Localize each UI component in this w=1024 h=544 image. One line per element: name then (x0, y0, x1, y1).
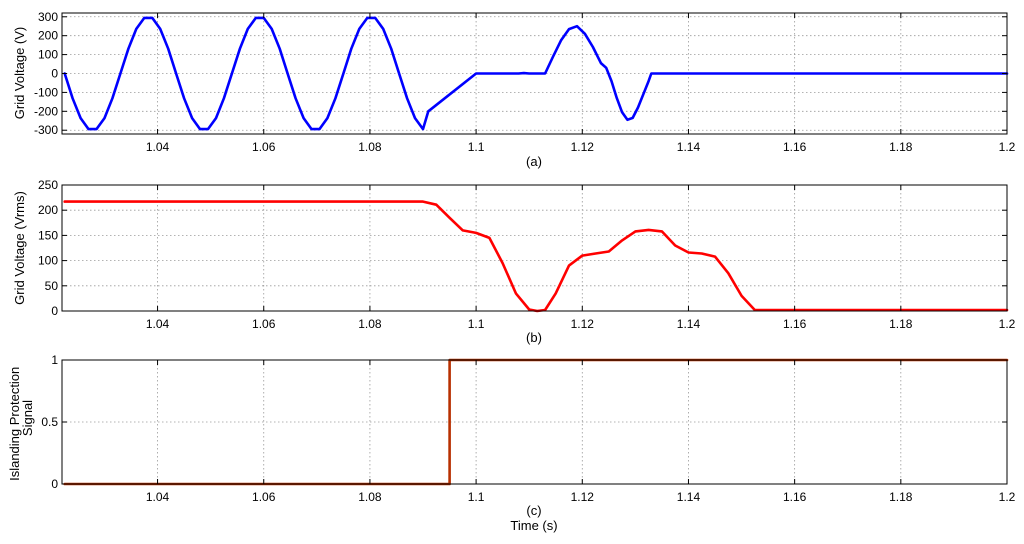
y-tick-label: 100 (38, 48, 58, 62)
y-axis-label-line-1: Islanding Protection (7, 367, 22, 481)
y-tick-label: 0 (51, 477, 58, 491)
x-tick-label: 1.18 (889, 140, 913, 154)
plot-frame (61, 184, 1008, 312)
x-tick-label: 1.04 (146, 317, 170, 331)
tick-layer: 1.04 1.06 1.08 1.1 1.12 1.14 1.16 1.18 1.2 0 50 100… (38, 178, 1016, 331)
x-tick-label: 1.04 (146, 140, 170, 154)
y-tick-label: 0 (51, 67, 58, 81)
panel-caption: (b) (526, 330, 542, 345)
tick-layer: 1.04 1.06 1.08 1.1 1.12 1.14 1.16 1.18 1.2 0 0.5 1 (41, 353, 1015, 504)
x-tick-label: 1.18 (889, 317, 913, 331)
x-tick-label: 1.1 (468, 140, 485, 154)
panel-caption: (a) (526, 154, 542, 169)
x-tick-label: 1.06 (252, 490, 276, 504)
y-tick-label: -100 (34, 85, 58, 99)
y-axis-label-line-2: Signal (20, 400, 35, 436)
x-tick-label: 1.06 (252, 140, 276, 154)
x-tick-label: 1.04 (146, 490, 170, 504)
x-tick-label: 1.14 (677, 490, 701, 504)
x-tick-label: 1.08 (358, 140, 382, 154)
y-tick-label: 50 (45, 279, 59, 293)
x-tick-label: 1.1 (468, 317, 485, 331)
series-line (63, 200, 1009, 313)
x-tick-label: 1.18 (889, 490, 913, 504)
y-tick-label: 100 (38, 254, 58, 268)
x-tick-label: 1.12 (571, 140, 595, 154)
panel-islanding-protection-signal: 1.04 1.06 1.08 1.1 1.12 1.14 1.16 1.18 1.200.51 … (7, 353, 1016, 533)
x-tick-label: 1.12 (571, 317, 595, 331)
x-tick-label: 1.2 (999, 490, 1016, 504)
x-tick-label: 1.16 (783, 140, 807, 154)
x-tick-label: 1.16 (783, 317, 807, 331)
x-tick-label: 1.1 (468, 490, 485, 504)
x-tick-label: 1.08 (358, 317, 382, 331)
y-tick-label: 300 (38, 10, 58, 24)
panel-grid-voltage-waveform: 1.04 1.06 1.08 1.1 1.12 1.14 1.16 1.18 1.2 -300 -2… (12, 10, 1016, 169)
series-layer (63, 16, 1009, 131)
y-tick-label: 0.5 (41, 415, 58, 429)
y-axis-label: Grid Voltage (Vrms) (12, 191, 27, 305)
grid-lines (62, 185, 1007, 311)
grid-lines (62, 360, 1007, 484)
x-tick-label: 1.14 (677, 140, 701, 154)
y-tick-label: -300 (34, 123, 58, 137)
x-tick-label: 1.12 (571, 490, 595, 504)
x-tick-label: 1.2 (999, 140, 1016, 154)
y-axis-label: Grid Voltage (V) (12, 27, 27, 120)
x-tick-label: 1.2 (999, 317, 1016, 331)
x-tick-label: 1.16 (783, 490, 807, 504)
x-axis-label: Time (s) (510, 518, 557, 533)
tick-layer: 1.04 1.06 1.08 1.1 1.12 1.14 1.16 1.18 1.2 -300 -2… (34, 10, 1016, 154)
series-line (63, 16, 1009, 131)
y-tick-label: 200 (38, 29, 58, 43)
x-tick-label: 1.08 (358, 490, 382, 504)
series-layer (63, 200, 1009, 313)
x-tick-label: 1.06 (252, 317, 276, 331)
y-tick-label: 200 (38, 203, 58, 217)
panel-grid-voltage-rms: 1.04 1.06 1.08 1.1 1.12 1.14 1.16 1.18 1.2 0 50 100… (12, 178, 1016, 345)
y-tick-label: 0 (51, 304, 58, 318)
panel-caption: (c) (526, 503, 541, 518)
y-tick-label: 150 (38, 228, 58, 242)
y-tick-label: -200 (34, 104, 58, 118)
y-tick-label: 1 (51, 353, 58, 367)
y-axis-label: Islanding Protection Signal (7, 363, 35, 481)
x-tick-label: 1.14 (677, 317, 701, 331)
y-tick-label: 250 (38, 178, 58, 192)
